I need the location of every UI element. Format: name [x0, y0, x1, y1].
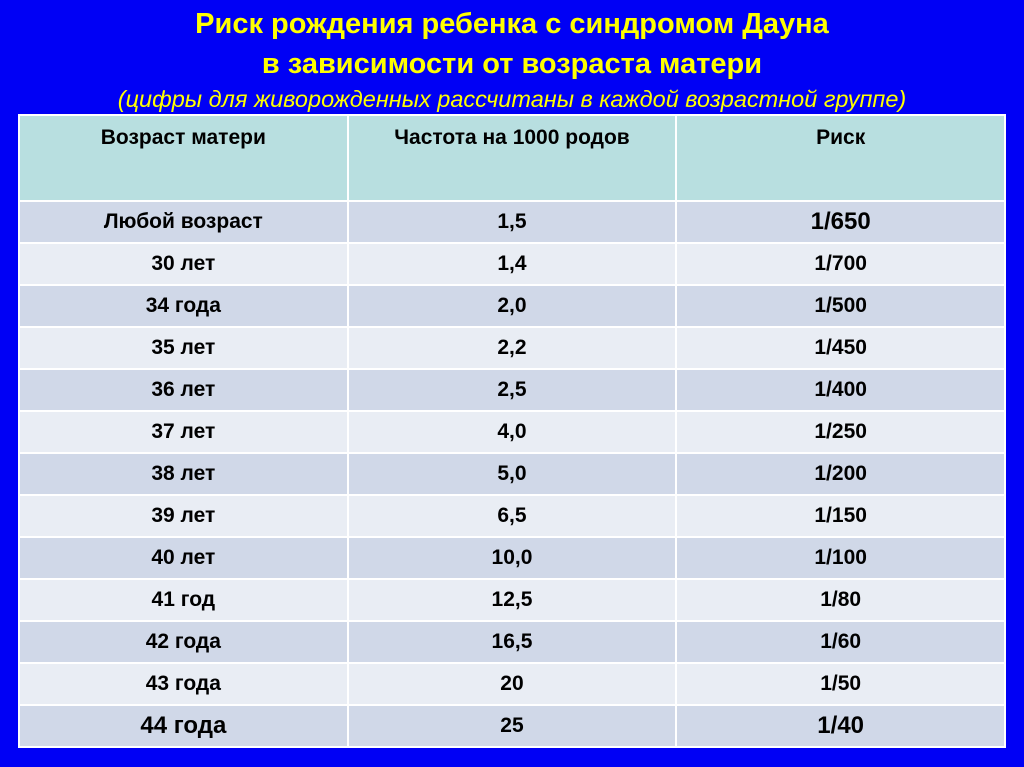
- cell-age: Любой возраст: [18, 200, 349, 244]
- cell-frequency: 2,5: [346, 368, 678, 412]
- table-row: 43 года 20 1/50: [18, 662, 1006, 706]
- cell-age: 43 года: [18, 662, 349, 706]
- header-age: Возраст матери: [18, 114, 349, 202]
- cell-age: 42 года: [18, 620, 349, 664]
- cell-age: 34 года: [18, 284, 349, 328]
- risk-table: Возраст матери Частота на 1000 родов Рис…: [18, 114, 1006, 748]
- table-row: 35 лет 2,2 1/450: [18, 326, 1006, 370]
- title-subtitle: (цифры для живорожденных рассчитаны в ка…: [117, 86, 907, 112]
- cell-frequency: 2,2: [346, 326, 678, 370]
- cell-frequency: 4,0: [346, 410, 678, 454]
- cell-risk: 1/700: [675, 242, 1006, 286]
- table-row: 44 года 25 1/40: [18, 704, 1006, 748]
- cell-age: 36 лет: [18, 368, 349, 412]
- cell-risk: 1/500: [675, 284, 1006, 328]
- table-row: 40 лет 10,0 1/100: [18, 536, 1006, 580]
- slide-title: Риск рождения ребенка с синдромом Дауна …: [0, 4, 1024, 114]
- title-line-2: в зависимости от возраста матери: [261, 48, 763, 80]
- cell-age: 39 лет: [18, 494, 349, 538]
- table-row: 34 года 2,0 1/500: [18, 284, 1006, 328]
- cell-frequency: 1,5: [346, 200, 678, 244]
- table-row: 30 лет 1,4 1/700: [18, 242, 1006, 286]
- cell-risk: 1/100: [675, 536, 1006, 580]
- header-risk: Риск: [675, 114, 1006, 202]
- table-row: 42 года 16,5 1/60: [18, 620, 1006, 664]
- cell-frequency: 2,0: [346, 284, 678, 328]
- cell-risk: 1/200: [675, 452, 1006, 496]
- table-row: 37 лет 4,0 1/250: [18, 410, 1006, 454]
- cell-frequency: 5,0: [346, 452, 678, 496]
- cell-risk: 1/60: [675, 620, 1006, 664]
- cell-age: 37 лет: [18, 410, 349, 454]
- table-row: 36 лет 2,5 1/400: [18, 368, 1006, 412]
- cell-risk: 1/400: [675, 368, 1006, 412]
- table-row: 41 год 12,5 1/80: [18, 578, 1006, 622]
- title-line-1: Риск рождения ребенка с синдромом Дауна: [195, 8, 829, 40]
- cell-age: 40 лет: [18, 536, 349, 580]
- cell-risk: 1/250: [675, 410, 1006, 454]
- cell-frequency: 16,5: [346, 620, 678, 664]
- cell-risk: 1/80: [675, 578, 1006, 622]
- table-row: 38 лет 5,0 1/200: [18, 452, 1006, 496]
- cell-risk: 1/650: [675, 200, 1006, 244]
- cell-risk: 1/150: [675, 494, 1006, 538]
- cell-age: 35 лет: [18, 326, 349, 370]
- cell-risk: 1/40: [675, 704, 1006, 748]
- table-header-row: Возраст матери Частота на 1000 родов Рис…: [18, 114, 1006, 202]
- cell-risk: 1/50: [675, 662, 1006, 706]
- cell-age: 41 год: [18, 578, 349, 622]
- cell-frequency: 12,5: [346, 578, 678, 622]
- table-row: Любой возраст 1,5 1/650: [18, 200, 1006, 244]
- cell-age: 44 года: [18, 704, 349, 748]
- header-frequency: Частота на 1000 родов: [346, 114, 678, 202]
- cell-frequency: 25: [346, 704, 678, 748]
- table-row: 39 лет 6,5 1/150: [18, 494, 1006, 538]
- cell-frequency: 1,4: [346, 242, 678, 286]
- cell-frequency: 20: [346, 662, 678, 706]
- cell-risk: 1/450: [675, 326, 1006, 370]
- cell-age: 38 лет: [18, 452, 349, 496]
- cell-frequency: 6,5: [346, 494, 678, 538]
- cell-age: 30 лет: [18, 242, 349, 286]
- cell-frequency: 10,0: [346, 536, 678, 580]
